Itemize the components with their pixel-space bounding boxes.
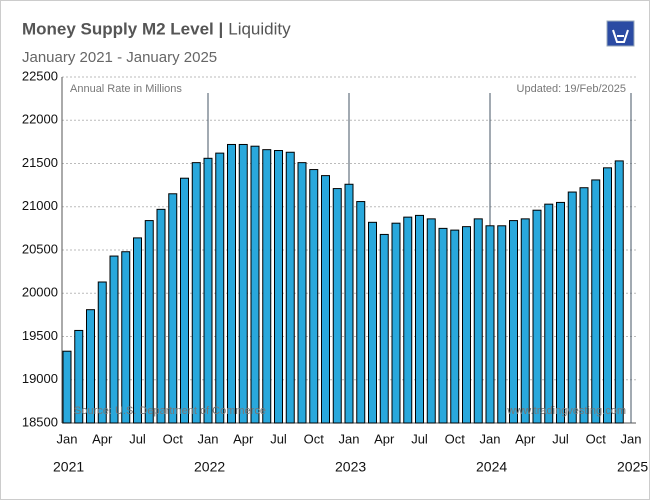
bar [450, 229, 460, 424]
bar [368, 221, 377, 424]
bar [203, 157, 213, 424]
bar [62, 350, 72, 424]
y-tick-label: 20500 [22, 241, 58, 256]
bar [144, 220, 154, 424]
bar [426, 218, 436, 424]
bar [97, 281, 107, 424]
x-tick-label: Jan [57, 431, 78, 446]
bar [168, 193, 178, 424]
bar [379, 233, 389, 424]
bar [591, 179, 601, 424]
bar [473, 218, 483, 424]
bar [274, 150, 283, 424]
chart-subtitle: January 2021 - January 2025 [22, 49, 217, 66]
y-tick-label: 22000 [22, 112, 58, 127]
year-label: 2024 [476, 459, 507, 475]
bar [86, 309, 95, 424]
bar [509, 220, 518, 424]
y-tick-label: 18500 [22, 414, 58, 429]
bar [344, 183, 354, 424]
bar [297, 162, 307, 424]
annotation: Source: U.S. Department of Commerce [74, 405, 266, 417]
y-tick-label: 21000 [22, 198, 58, 213]
bar [567, 191, 577, 424]
bar [520, 218, 530, 424]
bar [191, 162, 201, 424]
x-tick-label: Apr [515, 431, 536, 446]
bar [356, 201, 366, 424]
x-tick-label: Jul [270, 431, 287, 446]
bar [285, 151, 295, 424]
x-tick-label: Oct [163, 431, 184, 446]
chart-title-suffix: Liquidity [228, 19, 291, 38]
bar [544, 203, 554, 424]
bar [215, 152, 225, 424]
bar [332, 188, 342, 424]
bar [579, 187, 589, 424]
bar [485, 225, 495, 424]
annotation: Annual Rate in Millions [70, 83, 182, 95]
bar [133, 237, 142, 424]
x-tick-label: Apr [233, 431, 254, 446]
x-tick-label: Jan [480, 431, 501, 446]
year-label: 2025 [617, 459, 648, 475]
y-tick-label: 22500 [22, 68, 58, 83]
plot-area: 18500 19000 19500 20000 20500 21000 21500 22000… [22, 68, 649, 474]
bar [109, 255, 119, 424]
bar [603, 167, 612, 424]
y-tick-label: 21500 [22, 155, 58, 170]
x-tick-label: Jan [198, 431, 219, 446]
logo [606, 20, 635, 47]
bar [438, 227, 448, 424]
y-tick-label: 20000 [22, 285, 58, 300]
bar [462, 226, 471, 424]
x-tick-label: Oct [304, 431, 325, 446]
x-tick-label: Jan [339, 431, 360, 446]
bar [156, 208, 166, 424]
logo-mark [612, 29, 629, 43]
y-tick-label: 19000 [22, 371, 58, 386]
bar [403, 216, 413, 424]
x-tick-label: Jul [129, 431, 146, 446]
bar [238, 143, 248, 424]
year-label: 2022 [194, 459, 225, 475]
x-tick-label: Oct [586, 431, 607, 446]
bar [121, 251, 131, 424]
bar [415, 214, 424, 424]
year-label: 2021 [53, 459, 84, 475]
x-tick-label: Jul [411, 431, 428, 446]
x-tick-label: Apr [374, 431, 395, 446]
bar [180, 177, 189, 424]
bar [250, 145, 260, 424]
bar [497, 225, 507, 424]
x-tick-label: Oct [445, 431, 466, 446]
bar [262, 149, 272, 424]
year-label: 2023 [335, 459, 366, 475]
bar [227, 143, 236, 424]
x-tick-label: Apr [92, 431, 113, 446]
bar [556, 201, 565, 424]
x-tick-label: Jan [621, 431, 642, 446]
bar [532, 209, 542, 424]
annotation: Updated: 19/Feb/2025 [517, 83, 626, 95]
x-tick-label: Jul [552, 431, 569, 446]
chart-title: Money Supply M2 Level | [22, 19, 223, 38]
bar [321, 175, 330, 424]
bar [309, 169, 319, 424]
bar [391, 222, 401, 424]
bar [74, 329, 84, 424]
bar [614, 160, 624, 424]
y-tick-label: 19500 [22, 328, 58, 343]
annotation: www.tradingvesting.com [506, 405, 626, 417]
